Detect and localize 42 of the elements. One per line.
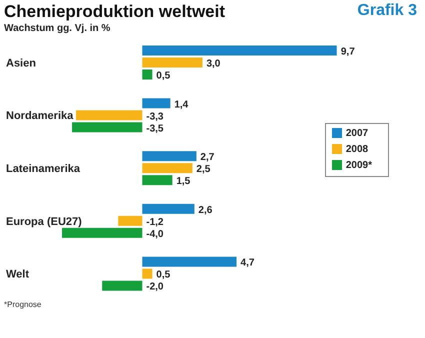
data-label: 2,7 [200,152,215,164]
bar [142,204,194,214]
chart-title: Chemieproduktion weltweit [4,2,226,22]
chart-subtitle: Wachstum gg. Vj. in % [4,23,110,34]
data-label: -1,2 [146,216,164,228]
data-label: -4,0 [146,228,164,240]
bar [142,70,152,80]
bar [102,280,142,291]
data-label: 1,5 [176,176,191,188]
data-label: 0,5 [156,270,171,281]
data-label: -2,0 [146,282,164,293]
legend-label: 2008 [346,144,368,155]
data-label: 2,5 [196,164,211,176]
bar [142,163,192,174]
y-tick-label: Nordamerika [6,110,74,122]
bar [142,151,196,162]
data-label: 4,7 [240,258,255,269]
bar [72,122,142,132]
bar [142,46,337,56]
text: Grafik 3 [357,2,417,20]
text: *Prognose [4,300,42,309]
bar [142,175,172,186]
bar [142,268,152,279]
y-tick-label: Lateinamerika [6,163,81,175]
data-label: 2,6 [198,204,213,216]
data-label: 0,5 [156,70,171,82]
bar [118,216,142,226]
data-label: -3,5 [146,123,164,134]
bar [76,110,142,120]
bar [62,228,142,238]
bar [142,58,202,68]
data-label: 1,4 [174,99,189,110]
data-label: -3,3 [146,111,164,122]
data-label: 3,0 [206,58,221,70]
bar [142,98,170,108]
y-tick-label: Europa (EU27) [6,216,82,228]
bar [142,256,237,267]
legend-label: 2009* [346,160,372,171]
y-tick-label: Welt [6,268,30,281]
legend-label: 2007 [346,128,368,139]
data-label: 9,7 [340,46,356,58]
y-tick-label: Asien [6,57,36,70]
